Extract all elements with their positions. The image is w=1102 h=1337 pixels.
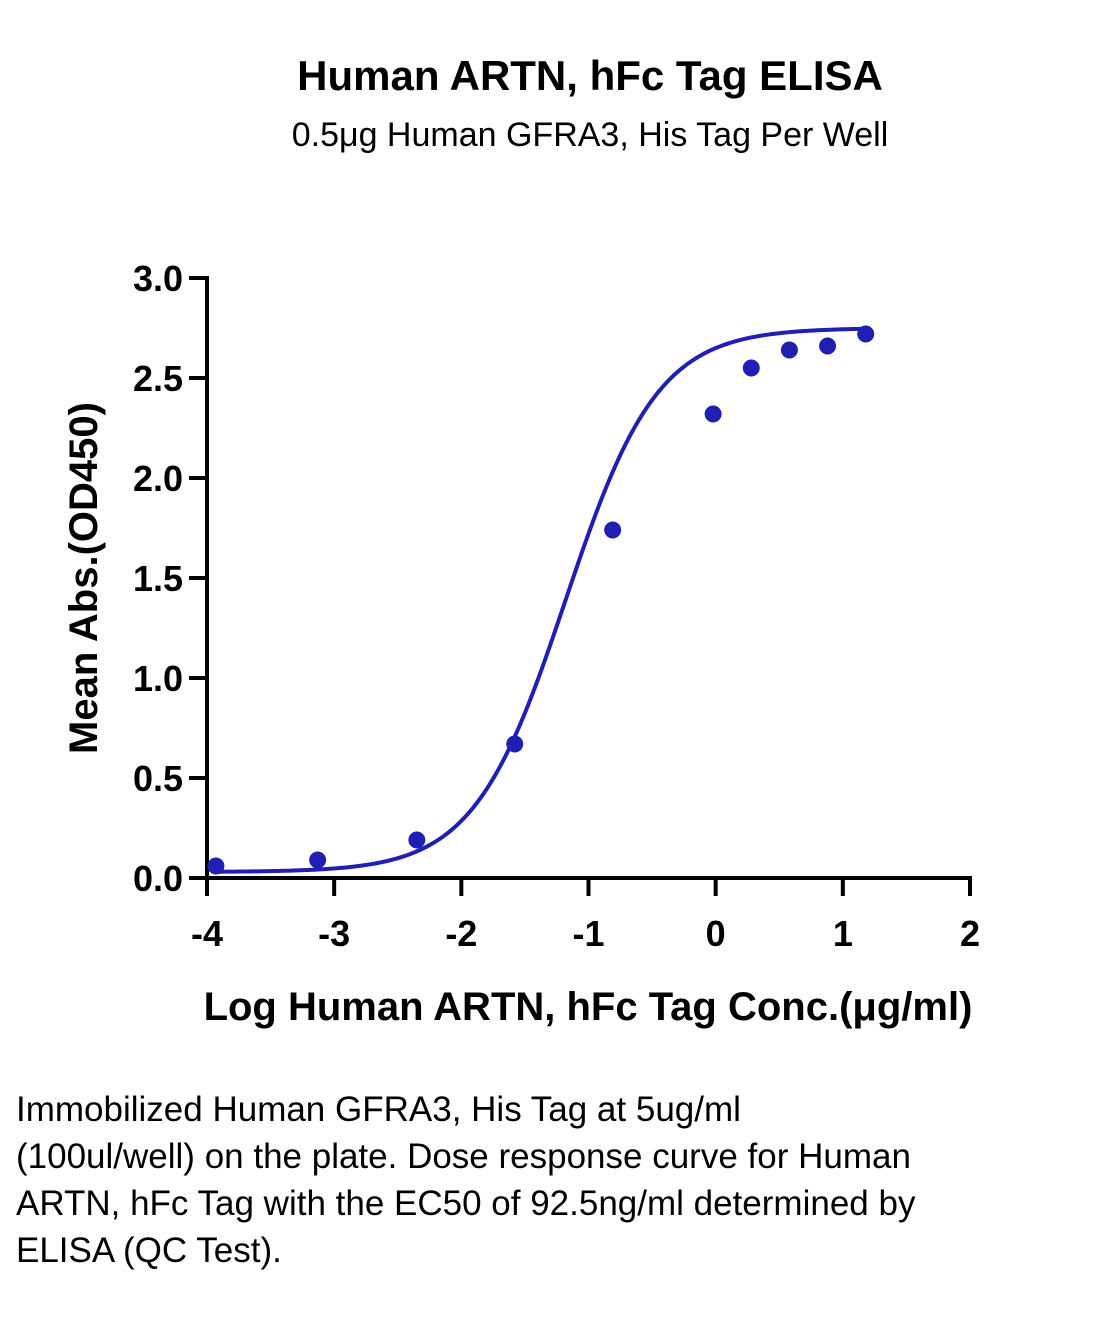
data-points [207,325,875,875]
x-tick-label: 1 [833,913,853,954]
y-axis-label: Mean Abs.(OD450) [62,402,106,754]
chart: 0.0 0.5 1.0 1.5 2.0 2.5 3.0 -4 -3 -2 -1 0 1 2 Mean Ab… [62,258,980,1029]
data-point [857,325,875,343]
fit-curve [215,326,866,874]
chart-title: Human ARTN, hFc Tag ELISA [297,52,883,99]
y-tick-label: 2.5 [133,358,183,399]
data-point [704,405,722,423]
y-tick-label: 0.0 [133,858,183,899]
x-axis-label: Log Human ARTN, hFc Tag Conc.(μg/ml) [204,985,973,1029]
data-point [207,857,225,875]
x-tick-label: 2 [960,913,980,954]
y-tick-label: 1.0 [133,658,183,699]
x-tick-label: -3 [318,913,350,954]
data-point [742,359,760,377]
data-point [309,851,327,869]
x-tick-label: -4 [191,913,223,954]
caption: Immobilized Human GFRA3, His Tag at 5ug/… [16,1090,916,1270]
y-tick-label: 0.5 [133,758,183,799]
x-tick-label: -2 [445,913,477,954]
data-point [819,337,837,355]
y-tick-label: 1.5 [133,558,183,599]
data-point [506,735,524,753]
chart-subtitle: 0.5μg Human GFRA3, His Tag Per Well [291,116,889,154]
x-tick-label: 0 [706,913,726,954]
y-tick-label: 2.0 [133,458,183,499]
x-tick-label: -1 [572,913,604,954]
y-tick-label: 3.0 [133,258,183,299]
axes: 0.0 0.5 1.0 1.5 2.0 2.5 3.0 -4 -3 -2 -1 0 1 2 [133,258,980,954]
data-point [604,521,622,539]
data-point [408,831,426,849]
data-point [780,341,798,359]
